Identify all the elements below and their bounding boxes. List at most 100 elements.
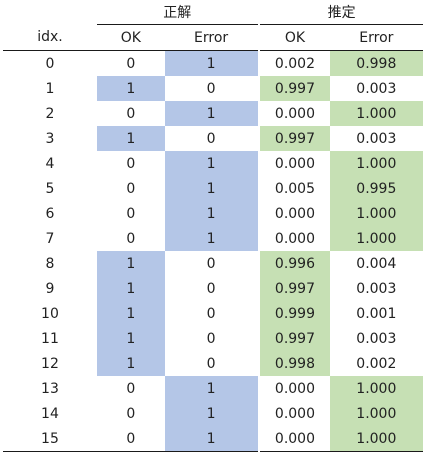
idx-cell: 0	[45, 55, 55, 72]
gt-ok-cell: 1	[96, 276, 165, 301]
idx-cell: 4	[45, 155, 55, 172]
table-row: 14 0 1 0.000 1.000	[3, 401, 423, 426]
idx-cell: 11	[41, 330, 59, 347]
est-ok-cell: 0.999	[260, 301, 330, 326]
gt-ok-cell: 0	[126, 380, 136, 397]
gt-ok-column-header: OK	[96, 24, 165, 51]
gt-ok-cell: 0	[126, 155, 136, 172]
table-row: 6 0 1 0.000 1.000	[3, 201, 423, 226]
table-row: 9 1 0 0.997 0.003	[3, 276, 423, 301]
gt-error-cell: 0	[206, 130, 216, 147]
est-error-cell: 0.004	[356, 255, 397, 272]
gt-error-cell: 1	[164, 426, 258, 452]
table-row: 10 1 0 0.999 0.001	[3, 301, 423, 326]
gt-error-column-header: Error	[164, 24, 258, 51]
gt-error-cell: 1	[164, 151, 258, 176]
est-error-cell: 0.003	[356, 130, 397, 147]
gt-ok-cell: 1	[96, 326, 165, 351]
gt-error-cell: 0	[206, 280, 216, 297]
est-error-cell: 1.000	[329, 226, 423, 251]
gt-ok-cell: 1	[96, 301, 165, 326]
table-row: 3 1 0 0.997 0.003	[3, 126, 423, 151]
idx-cell: 9	[45, 280, 55, 297]
gt-ok-cell: 0	[126, 405, 136, 422]
idx-cell: 15	[3, 426, 97, 452]
gt-error-cell: 1	[164, 226, 258, 251]
est-error-cell: 1.000	[329, 376, 423, 401]
est-ok-cell: 0.997	[260, 326, 330, 351]
idx-cell: 12	[41, 355, 59, 372]
gt-ok-cell: 0	[126, 230, 136, 247]
gt-error-cell: 0	[206, 330, 216, 347]
table-row: 5 0 1 0.005 0.995	[3, 176, 423, 201]
gt-error-cell: 1	[164, 401, 258, 426]
gt-error-cell: 1	[164, 50, 258, 76]
gt-ok-cell: 1	[96, 351, 165, 376]
results-table: 正解 推定 idx. OK Error OK Error 0 0 1 0.002 0.9…	[3, 0, 423, 452]
idx-cell: 3	[45, 130, 55, 147]
est-ok-cell: 0.005	[274, 180, 316, 197]
idx-cell: 6	[45, 205, 55, 222]
idx-cell: 8	[45, 255, 55, 272]
gt-error-cell: 0	[206, 305, 216, 322]
est-error-cell: 1.000	[329, 151, 423, 176]
gt-ok-cell: 0	[126, 105, 136, 122]
table-row: 8 1 0 0.996 0.004	[3, 251, 423, 276]
est-error-cell: 0.003	[356, 80, 397, 97]
est-error-cell: 0.998	[329, 50, 423, 76]
table-body: 0 0 1 0.002 0.998 1 1 0 0.997 0.003 2 0 1 0.000 1.000 3…	[3, 50, 423, 452]
est-ok-cell: 0.000	[260, 426, 330, 452]
est-ok-cell: 0.000	[274, 380, 316, 397]
idx-cell: 13	[41, 380, 59, 397]
idx-column-header: idx.	[3, 24, 97, 51]
table-row: 2 0 1 0.000 1.000	[3, 101, 423, 126]
est-error-cell: 1.000	[329, 401, 423, 426]
est-ok-cell: 0.997	[260, 126, 330, 151]
table-row: 0 0 1 0.002 0.998	[3, 50, 423, 76]
gt-error-cell: 0	[206, 80, 216, 97]
estimate-group-header: 推定	[260, 0, 423, 25]
gt-ok-cell: 0	[126, 180, 136, 197]
gt-error-cell: 1	[164, 101, 258, 126]
est-ok-cell: 0.997	[260, 76, 330, 101]
est-ok-cell: 0.998	[260, 351, 330, 376]
est-ok-cell: 0.997	[260, 276, 330, 301]
est-ok-cell: 0.000	[274, 405, 316, 422]
est-error-cell: 0.003	[356, 280, 397, 297]
est-error-cell: 0.003	[356, 330, 397, 347]
idx-cell: 2	[45, 105, 55, 122]
gt-error-cell: 0	[206, 355, 216, 372]
gt-ok-cell: 0	[126, 55, 136, 72]
table-row: 11 1 0 0.997 0.003	[3, 326, 423, 351]
est-ok-cell: 0.996	[260, 251, 330, 276]
table-row: 15 0 1 0.000 1.000	[3, 426, 423, 452]
est-error-cell: 1.000	[329, 426, 423, 452]
est-ok-cell: 0.002	[274, 55, 316, 72]
table-row: 13 0 1 0.000 1.000	[3, 376, 423, 401]
gt-ok-cell: 0	[126, 205, 136, 222]
est-ok-column-header: OK	[260, 24, 330, 51]
gt-ok-cell: 1	[96, 76, 165, 101]
est-error-cell: 0.001	[356, 305, 397, 322]
gt-error-cell: 0	[206, 255, 216, 272]
gt-ok-cell: 1	[96, 126, 165, 151]
est-error-cell: 0.002	[356, 355, 397, 372]
est-error-cell: 1.000	[329, 101, 423, 126]
est-ok-cell: 0.000	[274, 230, 316, 247]
ground-truth-group-header: 正解	[96, 0, 258, 25]
gt-error-cell: 1	[164, 176, 258, 201]
gt-error-cell: 1	[164, 201, 258, 226]
gt-ok-cell: 0	[96, 426, 165, 452]
table-row: 12 1 0 0.998 0.002	[3, 351, 423, 376]
table-row: 4 0 1 0.000 1.000	[3, 151, 423, 176]
est-error-cell: 1.000	[329, 201, 423, 226]
idx-cell: 14	[41, 405, 59, 422]
table-row: 1 1 0 0.997 0.003	[3, 76, 423, 101]
gt-ok-cell: 1	[96, 251, 165, 276]
est-error-column-header: Error	[329, 24, 423, 51]
idx-cell: 7	[45, 230, 55, 247]
est-error-cell: 0.995	[329, 176, 423, 201]
gt-error-cell: 1	[164, 376, 258, 401]
est-ok-cell: 0.000	[274, 205, 316, 222]
idx-cell: 10	[41, 305, 59, 322]
